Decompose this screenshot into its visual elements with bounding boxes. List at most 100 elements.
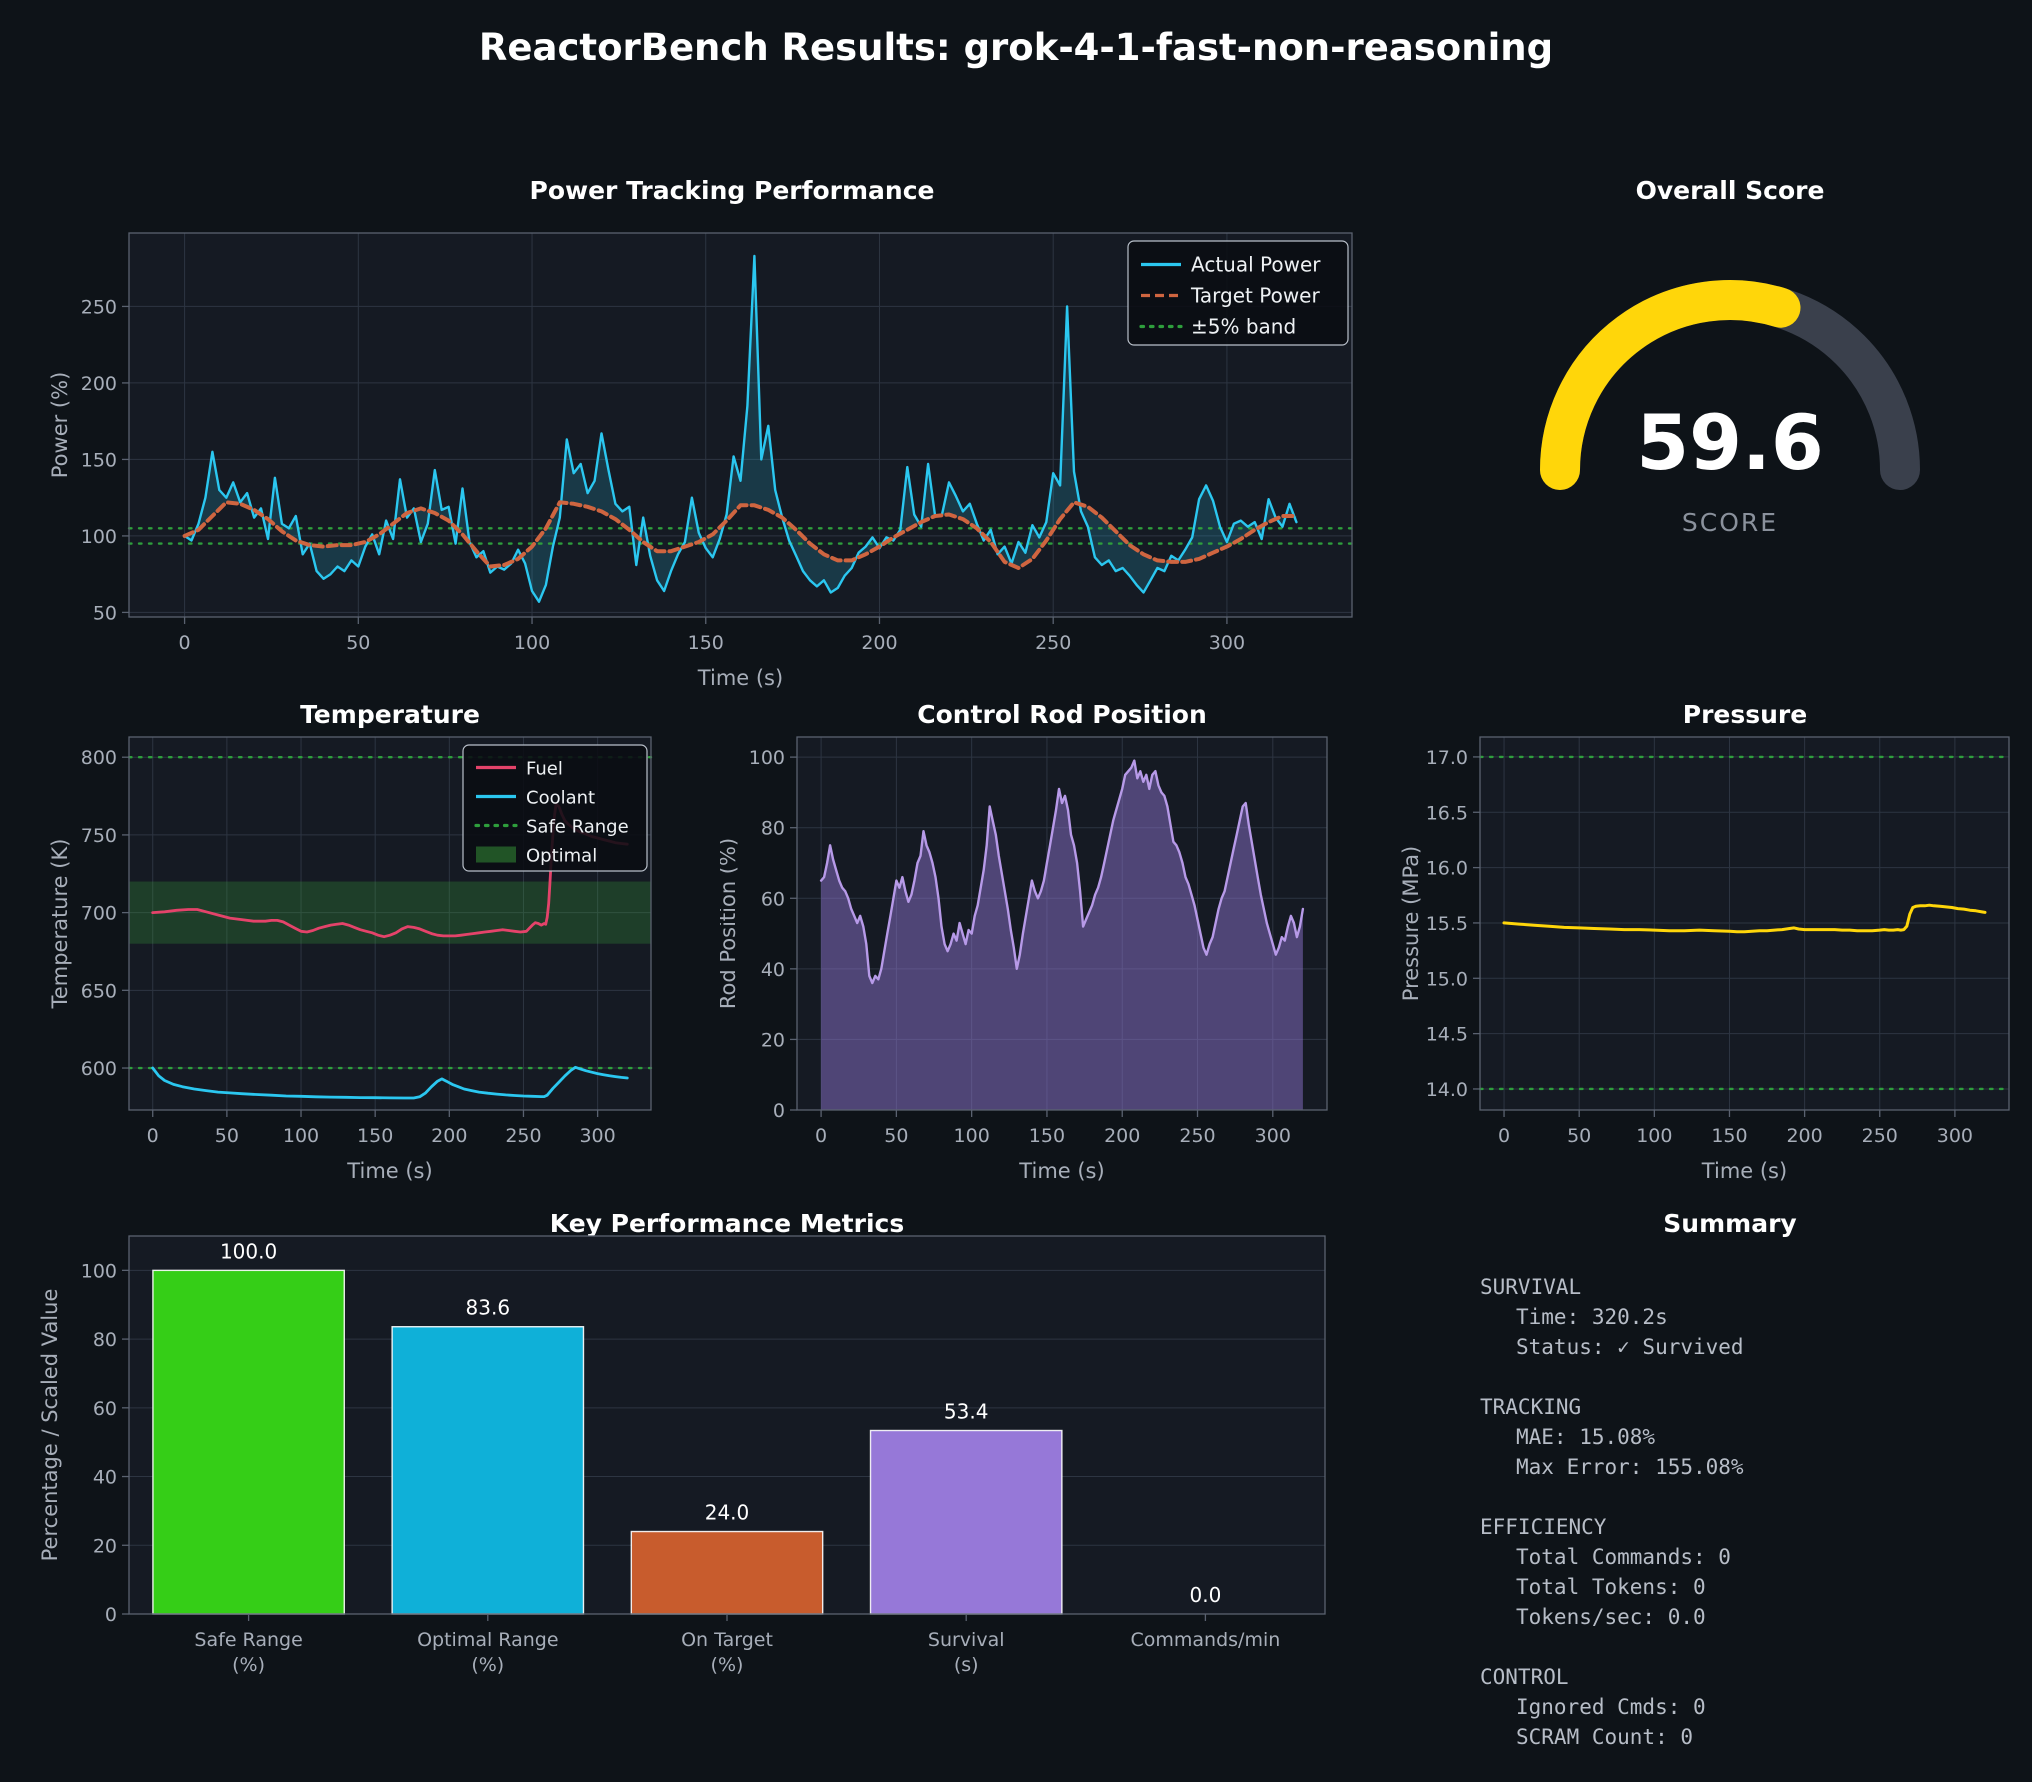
svg-text:50: 50 [93, 602, 117, 624]
summary-header: TRACKING [1480, 1395, 1582, 1419]
svg-text:0: 0 [1498, 1125, 1510, 1147]
svg-text:100: 100 [1636, 1125, 1672, 1147]
svg-text:150: 150 [81, 449, 117, 471]
svg-text:250: 250 [1179, 1125, 1215, 1147]
pressure-chart-title: Pressure [1682, 700, 1808, 729]
svg-text:150: 150 [357, 1125, 393, 1147]
svg-text:Time (s): Time (s) [346, 1159, 432, 1183]
score-value: 59.6 [1636, 398, 1824, 487]
summary-section-efficiency: EFFICIENCY Total Commands: 0 Total Token… [1480, 1512, 2032, 1632]
summary-item: Total Commands: 0 [1516, 1545, 1731, 1569]
summary-title: Summary [1663, 1209, 1797, 1238]
svg-text:0.0: 0.0 [1189, 1583, 1221, 1607]
summary-item: Max Error: 155.08% [1516, 1455, 1744, 1479]
svg-text:100: 100 [514, 632, 550, 654]
svg-text:700: 700 [81, 903, 117, 925]
svg-text:100: 100 [81, 526, 117, 548]
svg-text:250: 250 [1035, 632, 1071, 654]
svg-text:Actual Power: Actual Power [1191, 253, 1321, 277]
svg-text:200: 200 [81, 373, 117, 395]
summary-item: SCRAM Count: 0 [1516, 1725, 1694, 1749]
svg-text:±5% band: ±5% band [1191, 315, 1296, 339]
svg-text:Power (%): Power (%) [48, 372, 72, 479]
svg-text:800: 800 [81, 747, 117, 769]
svg-text:50: 50 [215, 1125, 239, 1147]
temperature-chart-title: Temperature [300, 700, 480, 729]
overall-score-title: Overall Score [1635, 176, 1825, 205]
svg-text:40: 40 [93, 1467, 117, 1489]
svg-text:50: 50 [884, 1125, 908, 1147]
svg-text:150: 150 [688, 632, 724, 654]
svg-text:14.0: 14.0 [1426, 1079, 1468, 1101]
svg-text:15.5: 15.5 [1426, 913, 1468, 935]
svg-text:0: 0 [773, 1100, 785, 1122]
svg-text:83.6: 83.6 [466, 1296, 511, 1320]
svg-text:Survival: Survival [928, 1629, 1005, 1651]
svg-text:(%): (%) [711, 1654, 744, 1676]
summary-header: CONTROL [1480, 1665, 1569, 1689]
svg-text:200: 200 [431, 1125, 467, 1147]
svg-text:Time (s): Time (s) [1701, 1159, 1787, 1183]
page-title: ReactorBench Results: grok-4-1-fast-non-… [478, 26, 1554, 69]
svg-text:15.0: 15.0 [1426, 968, 1468, 990]
svg-text:16.0: 16.0 [1426, 858, 1468, 880]
svg-text:200: 200 [861, 632, 897, 654]
svg-text:Coolant: Coolant [526, 788, 595, 809]
svg-text:80: 80 [761, 818, 785, 840]
svg-text:300: 300 [1209, 632, 1245, 654]
svg-text:200: 200 [1786, 1125, 1822, 1147]
svg-text:40: 40 [761, 959, 785, 981]
svg-text:Target Power: Target Power [1190, 284, 1320, 308]
svg-text:(%): (%) [232, 1654, 265, 1676]
svg-text:600: 600 [81, 1058, 117, 1080]
svg-text:Percentage / Scaled Value: Percentage / Scaled Value [38, 1289, 62, 1562]
svg-text:20: 20 [93, 1535, 117, 1557]
svg-text:Time (s): Time (s) [697, 666, 783, 690]
svg-text:Optimal Range: Optimal Range [417, 1629, 558, 1651]
svg-text:60: 60 [93, 1398, 117, 1420]
summary-panel: SURVIVAL Time: 320.2s Status: ✓ Survived… [1480, 1272, 2032, 1782]
summary-header: EFFICIENCY [1480, 1515, 1607, 1539]
summary-section-tracking: TRACKING MAE: 15.08% Max Error: 155.08% [1480, 1392, 2032, 1482]
summary-item: Total Tokens: 0 [1516, 1575, 1706, 1599]
svg-text:Safe Range: Safe Range [194, 1629, 302, 1651]
svg-text:0: 0 [815, 1125, 827, 1147]
svg-text:20: 20 [761, 1029, 785, 1051]
rod-chart-title: Control Rod Position [917, 700, 1207, 729]
svg-text:200: 200 [1104, 1125, 1140, 1147]
svg-text:60: 60 [761, 888, 785, 910]
summary-item: Time: 320.2s [1516, 1305, 1668, 1329]
svg-text:53.4: 53.4 [944, 1399, 989, 1423]
svg-text:100: 100 [954, 1125, 990, 1147]
svg-text:300: 300 [579, 1125, 615, 1147]
summary-section-control: CONTROL Ignored Cmds: 0 SCRAM Count: 0 [1480, 1662, 2032, 1752]
score-caption: SCORE [1681, 508, 1779, 537]
svg-text:250: 250 [81, 296, 117, 318]
svg-text:150: 150 [1029, 1125, 1065, 1147]
power-chart-title: Power Tracking Performance [529, 176, 935, 205]
svg-text:Safe Range: Safe Range [526, 817, 629, 838]
svg-text:100: 100 [283, 1125, 319, 1147]
svg-text:16.5: 16.5 [1426, 802, 1468, 824]
summary-item: Tokens/sec: 0.0 [1516, 1605, 1706, 1629]
svg-text:250: 250 [505, 1125, 541, 1147]
svg-text:80: 80 [93, 1329, 117, 1351]
summary-item: Status: ✓ Survived [1516, 1335, 1744, 1359]
svg-text:(%): (%) [471, 1654, 504, 1676]
svg-text:650: 650 [81, 980, 117, 1002]
svg-text:Time (s): Time (s) [1018, 1159, 1104, 1183]
svg-text:250: 250 [1862, 1125, 1898, 1147]
svg-text:Commands/min: Commands/min [1131, 1629, 1281, 1651]
svg-text:17.0: 17.0 [1426, 747, 1468, 769]
svg-text:300: 300 [1937, 1125, 1973, 1147]
svg-text:Optimal: Optimal [526, 846, 597, 867]
svg-text:Rod Position (%): Rod Position (%) [720, 838, 740, 1009]
summary-item: MAE: 15.08% [1516, 1425, 1656, 1449]
metrics-chart-title: Key Performance Metrics [549, 1209, 905, 1238]
svg-text:0: 0 [105, 1604, 117, 1626]
svg-text:Temperature (K): Temperature (K) [48, 839, 72, 1010]
svg-text:On Target: On Target [681, 1629, 773, 1651]
svg-text:Pressure (MPa): Pressure (MPa) [1399, 846, 1423, 1001]
svg-text:Fuel: Fuel [526, 759, 563, 780]
svg-text:750: 750 [81, 825, 117, 847]
